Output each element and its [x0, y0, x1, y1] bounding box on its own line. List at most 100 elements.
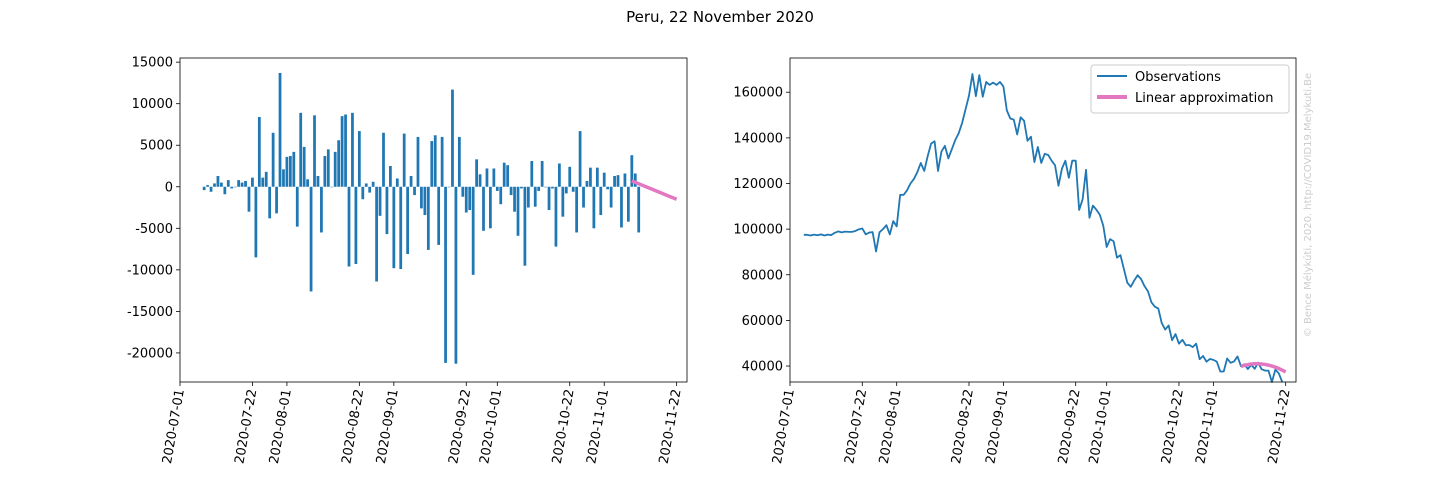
left-xtick-label: 2020-07-01 — [160, 388, 188, 465]
bar — [306, 179, 309, 187]
bar — [526, 186, 530, 208]
left-ytick-label: -15000 — [127, 305, 173, 320]
bar — [271, 132, 275, 187]
bar — [489, 186, 492, 229]
right-axes: 40000 60000 80000 100000 120000 140000 160000 2… — [733, 57, 1297, 465]
bar — [202, 186, 206, 191]
bar — [268, 186, 272, 219]
bar — [385, 186, 389, 235]
bar — [326, 149, 330, 187]
left-xtick-label: 2020-09-01 — [374, 388, 402, 465]
bar — [461, 186, 465, 197]
left-xtick-label: 2020-11-01 — [584, 388, 612, 465]
bar — [226, 180, 230, 187]
bar — [282, 169, 285, 187]
bar — [530, 161, 534, 187]
watermark: © Bence Mélykúti, 2020. http://COVID19.M… — [1302, 73, 1314, 337]
bar — [395, 178, 399, 187]
bar — [626, 186, 630, 222]
bar — [240, 182, 244, 187]
bar — [351, 112, 354, 187]
bar — [468, 186, 472, 211]
bar — [233, 186, 237, 188]
left-ytick-label: 10000 — [132, 97, 173, 112]
left-xtick-label: 2020-11-22 — [657, 388, 685, 465]
bar — [251, 177, 254, 187]
bar — [540, 161, 544, 187]
bar — [582, 186, 585, 208]
bar — [416, 136, 420, 187]
bar — [437, 186, 441, 245]
bar — [323, 156, 327, 187]
bar — [295, 186, 299, 227]
bar — [399, 186, 403, 270]
bar — [206, 185, 209, 187]
bar — [533, 186, 537, 207]
bar — [254, 186, 258, 258]
left-xtick-label: 2020-08-22 — [339, 388, 367, 465]
bar — [471, 186, 475, 275]
right-ytick-label: 160000 — [733, 86, 783, 101]
legend: Observations Linear approximation — [1090, 64, 1290, 114]
right-xtick-label: 2020-08-22 — [949, 388, 977, 465]
bar — [585, 180, 589, 187]
bar — [361, 186, 365, 200]
right-xtick-label: 2020-10-22 — [1159, 388, 1187, 465]
bar — [364, 183, 368, 187]
observations-line — [803, 73, 1284, 383]
bar — [520, 186, 523, 189]
bar — [330, 186, 334, 188]
bar — [354, 186, 358, 265]
right-ytick-label: 80000 — [742, 268, 783, 283]
right-xtick-label: 2020-07-22 — [842, 388, 870, 465]
bar — [513, 186, 516, 212]
bar — [485, 168, 489, 187]
bar — [340, 116, 344, 187]
bar — [551, 186, 554, 189]
bar — [620, 186, 623, 228]
left-axes: -20000 -15000 -10000 -5000 0 5000 10000 15000 20… — [127, 56, 688, 465]
left-plot-frame — [179, 57, 688, 383]
bar — [475, 159, 478, 187]
bar — [558, 163, 561, 187]
bar — [457, 136, 461, 187]
bar — [333, 151, 337, 187]
left-xtick-label: 2020-08-01 — [267, 388, 295, 465]
bar — [637, 186, 641, 233]
bar — [237, 180, 241, 187]
bar — [223, 186, 227, 195]
bar — [444, 186, 447, 363]
bar — [220, 182, 223, 187]
bar — [368, 186, 372, 193]
bar — [578, 131, 582, 187]
bar — [244, 180, 247, 187]
bar — [209, 186, 213, 192]
left-ytick-label: -20000 — [127, 346, 173, 361]
left-ytick-label: 15000 — [132, 56, 173, 71]
bar — [216, 175, 220, 187]
bar — [482, 186, 485, 231]
bar — [575, 186, 579, 233]
bar — [616, 175, 620, 187]
bar — [606, 186, 610, 190]
bar — [451, 89, 454, 187]
bar — [571, 186, 575, 192]
bar — [302, 146, 306, 187]
bar — [447, 186, 451, 188]
bar — [389, 166, 392, 187]
bar — [595, 167, 599, 187]
bar — [433, 135, 437, 187]
bars-group — [202, 72, 641, 364]
right-ytick-label: 140000 — [733, 131, 783, 146]
bar — [561, 186, 565, 217]
bar — [285, 156, 289, 187]
bar — [495, 186, 499, 191]
bar — [609, 186, 613, 208]
bar — [299, 112, 303, 187]
left-linear-approximation-line — [631, 179, 678, 201]
right-xtick-label: 2020-10-01 — [1087, 388, 1115, 465]
bar — [275, 186, 278, 214]
left-ytick-label: 5000 — [140, 139, 173, 154]
bar — [568, 166, 572, 187]
